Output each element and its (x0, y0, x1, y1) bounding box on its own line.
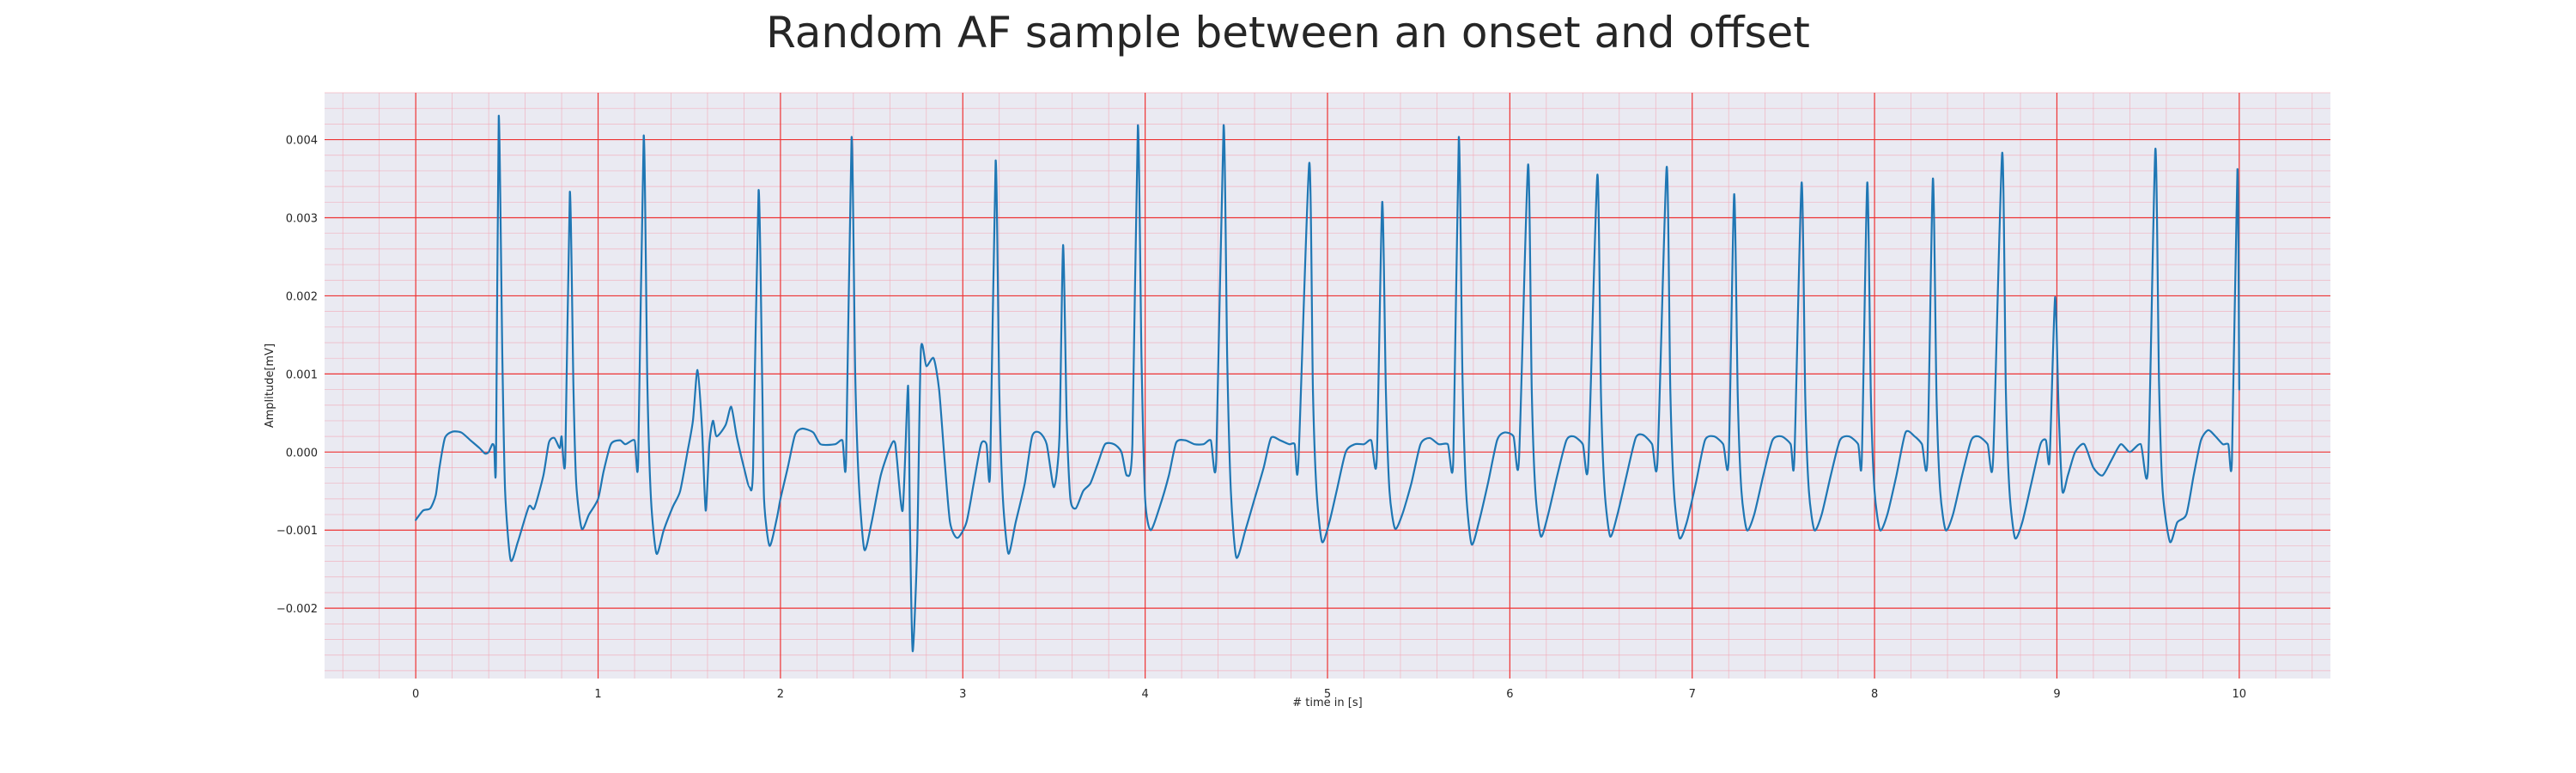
x-tick-label: 3 (959, 688, 966, 701)
x-tick-label: 0 (412, 688, 419, 701)
x-axis-label: # time in [s] (1292, 697, 1362, 709)
y-tick-label: −0.001 (276, 525, 318, 538)
tick-labels: 0 1 2 3 4 5 6 7 8 9 10 −0.002 −0.001 0.000 0.001 0.002 0… (276, 135, 2246, 701)
x-tick-label: 8 (1871, 688, 1878, 701)
chart-title: Random AF sample between an onset and of… (766, 8, 1810, 58)
y-tick-label: 0.001 (286, 368, 318, 381)
x-tick-label: 9 (2053, 688, 2060, 701)
x-tick-label: 4 (1141, 688, 1148, 701)
y-tick-label: 0.002 (286, 290, 318, 303)
ecg-series-line (415, 115, 2240, 653)
y-axis-label: Amplitude[mV] (264, 344, 276, 428)
y-tick-label: 0.004 (286, 135, 318, 148)
x-tick-label: 1 (594, 688, 601, 701)
y-tick-label: 0.000 (286, 447, 318, 460)
series-layer (415, 115, 2240, 653)
x-tick-label: 10 (2233, 688, 2247, 701)
y-tick-label: 0.003 (286, 212, 318, 225)
x-tick-label: 6 (1506, 688, 1513, 701)
y-tick-label: −0.002 (276, 603, 318, 616)
x-tick-label: 7 (1689, 688, 1696, 701)
x-tick-label: 5 (1324, 688, 1331, 701)
x-tick-label: 2 (777, 688, 784, 701)
